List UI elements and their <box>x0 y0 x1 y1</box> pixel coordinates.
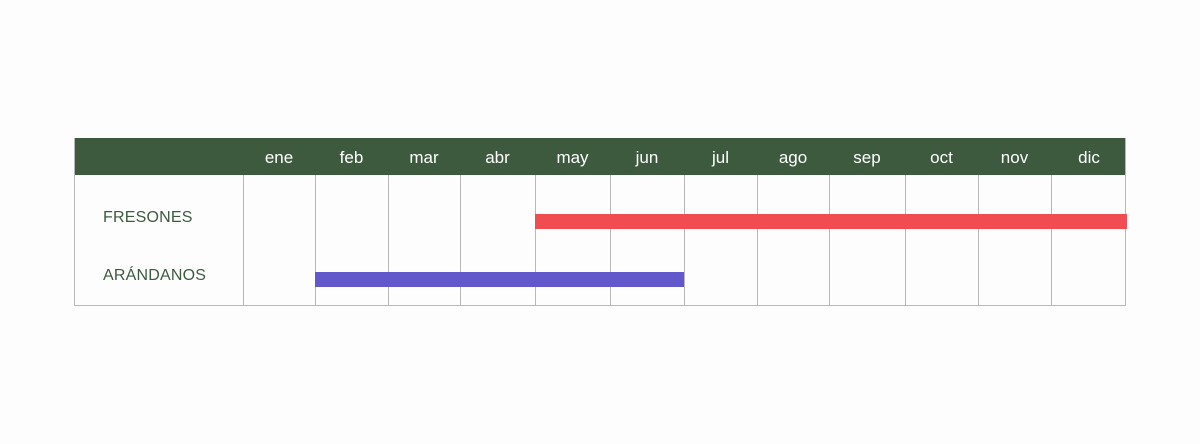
month-label-nov: nov <box>1000 148 1029 167</box>
season-chart: ene feb mar abr may jun jul ago sep oct nov dic FRE… <box>74 138 1127 306</box>
season-bar <box>315 272 684 287</box>
month-label-ene: ene <box>264 148 294 167</box>
grid-line <box>684 175 685 305</box>
month-label-sep: sep <box>853 148 881 167</box>
month-label-ago: ago <box>778 148 808 167</box>
row-label: FRESONES <box>103 209 193 226</box>
grid-line <box>610 175 611 305</box>
row-label: ARÁNDANOS <box>103 267 207 284</box>
grid-line <box>535 175 536 305</box>
grid-line <box>243 175 244 305</box>
month-label-jun: jun <box>635 148 659 167</box>
month-header: ene feb mar abr may jun jul ago sep oct nov dic <box>75 138 1125 175</box>
grid-line <box>460 175 461 305</box>
grid-line <box>978 175 979 305</box>
month-label-feb: feb <box>339 148 364 167</box>
season-bar <box>535 214 1127 229</box>
grid-line <box>1051 175 1052 305</box>
grid-line <box>905 175 906 305</box>
month-label-oct: oct <box>930 148 953 167</box>
grid-line <box>315 175 316 305</box>
grid-line <box>757 175 758 305</box>
grid-line <box>388 175 389 305</box>
month-label-mar: mar <box>409 148 439 167</box>
month-label-may: may <box>556 148 589 167</box>
month-label-jul: jul <box>711 148 729 167</box>
grid-line <box>829 175 830 305</box>
month-label-abr: abr <box>485 148 510 167</box>
month-label-dic: dic <box>1078 148 1100 167</box>
